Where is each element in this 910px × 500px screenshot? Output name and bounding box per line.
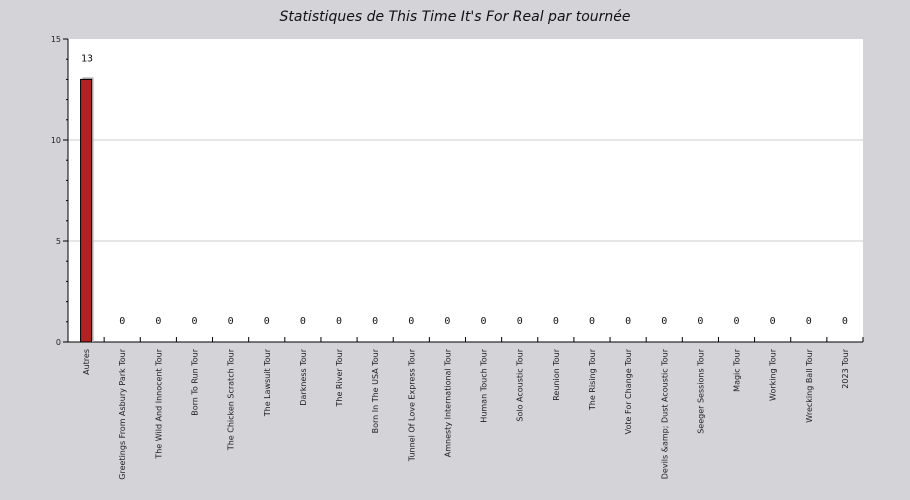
data-label: 0 [842,316,848,327]
data-label: 0 [372,316,378,327]
category-label: The Lawsuit Tour [263,348,272,417]
data-label: 0 [553,316,559,327]
category-label: Born To Run Tour [190,348,199,415]
axes: 0 5 10 15 [51,35,864,347]
category-labels: Autres Greetings From Asbury Park Tour The… [82,348,850,479]
category-label: Born In The USA Tour [371,348,380,433]
data-label: 0 [661,316,667,327]
y-tick-label: 5 [56,237,61,246]
data-label: 0 [444,316,450,327]
data-label: 0 [734,316,740,327]
category-label: The Rising Tour [588,348,597,411]
data-label: 13 [81,53,93,64]
category-label: The Chicken Scratch Tour [227,348,236,451]
data-label: 0 [697,316,703,327]
y-tick-label: 10 [51,136,61,145]
chart-title: Statistiques de This Time It's For Real … [279,9,630,25]
y-tick-label: 0 [56,338,61,347]
data-label: 0 [155,316,161,327]
data-label: 0 [408,316,414,327]
category-label: Magic Tour [733,348,742,392]
category-label: Greetings From Asbury Park Tour [118,348,127,479]
category-label: Working Tour [769,348,778,401]
data-label: 0 [517,316,523,327]
data-label: 0 [336,316,342,327]
data-label: 0 [589,316,595,327]
data-label: 0 [264,316,270,327]
y-tick-label: 15 [51,35,61,44]
data-label: 0 [625,316,631,327]
category-label: Human Touch Tour [480,348,489,422]
category-label: The River Tour [335,348,344,407]
category-label: Darkness Tour [299,348,308,405]
bars [80,77,94,343]
plot-area [68,39,863,342]
category-label: Solo Acoustic Tour [516,348,525,421]
bar [80,78,93,343]
category-label: Reunion Tour [552,348,561,400]
category-label: Amnesty International Tour [443,348,452,457]
category-label: Tunnel Of Love Express Tour [407,348,416,462]
category-label: Seeger Sessions Tour [696,348,705,433]
category-label: The Wild And Innocent Tour [154,348,163,459]
value-labels: 13 0 0 0 0 0 0 0 0 0 0 0 0 0 0 0 0 0 0 0 0 0 [81,53,848,327]
category-label: Devils &amp; Dust Acoustic Tour [660,348,669,479]
data-label: 0 [806,316,812,327]
data-label: 0 [770,316,776,327]
category-label: Vote For Change Tour [624,348,633,434]
data-label: 0 [228,316,234,327]
category-label: 2023 Tour [841,348,850,388]
category-label: Wrecking Ball Tour [805,348,814,422]
data-label: 0 [191,316,197,327]
grid-lines [68,139,863,242]
data-label: 0 [481,316,487,327]
data-label: 0 [119,316,125,327]
category-label: Autres [82,349,91,375]
data-label: 0 [300,316,306,327]
